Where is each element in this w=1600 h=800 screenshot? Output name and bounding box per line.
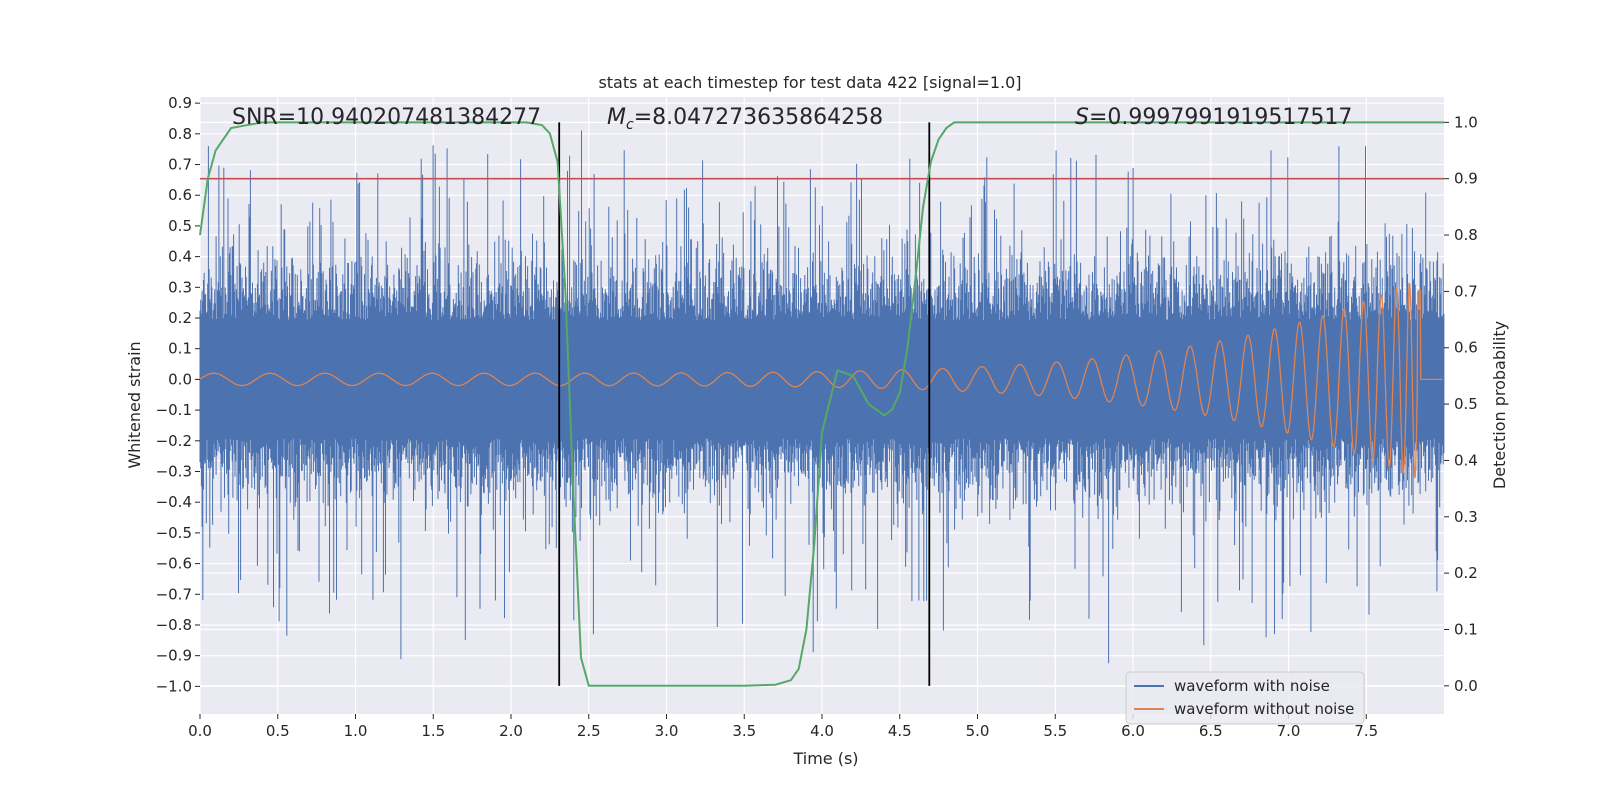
y-left-tick-label: −0.3 — [156, 462, 192, 480]
x-tick-label: 7.5 — [1354, 722, 1378, 740]
legend: waveform with noise waveform without noi… — [1125, 671, 1365, 725]
y-right-tick-label: 0.7 — [1454, 282, 1478, 300]
y-left-tick-label: 0.9 — [168, 94, 192, 112]
y-left-tick-label: −0.9 — [156, 647, 192, 665]
x-tick-label: 1.5 — [421, 722, 445, 740]
y-right-tick-label: 0.5 — [1454, 395, 1478, 413]
y-left-tick-label: −0.7 — [156, 585, 192, 603]
y-left-tick-label: 0.8 — [168, 125, 192, 143]
y-right-tick-label: 0.8 — [1454, 226, 1478, 244]
y-left-tick-label: 0.3 — [168, 278, 192, 296]
y-left-tick-label: 0.7 — [168, 156, 192, 174]
x-tick-label: 2.5 — [577, 722, 601, 740]
y-right-tick-label: 0.9 — [1454, 170, 1478, 188]
y-right-tick-label: 0.1 — [1454, 620, 1478, 638]
x-tick-label: 4.5 — [888, 722, 912, 740]
y-axis-left-label: Whitened strain — [125, 341, 144, 468]
chirp-mass-value: =8.047273635864258 — [634, 105, 883, 130]
y-left-tick-label: −0.8 — [156, 616, 192, 634]
y-left-tick-label: −0.6 — [156, 555, 192, 573]
x-axis-label: Time (s) — [792, 749, 858, 768]
s-annotation: S=0.9997991919517517 — [1075, 105, 1352, 130]
y-left-tick-label: −1.0 — [156, 677, 192, 695]
y-right-tick-label: 0.4 — [1454, 451, 1478, 469]
y-left-tick-label: 0.1 — [168, 340, 192, 358]
chirp-mass-annotation: Mc=8.047273635864258 — [607, 105, 883, 133]
s-symbol: S — [1075, 105, 1089, 130]
legend-frame — [1125, 671, 1365, 725]
x-tick-label: 0.5 — [266, 722, 290, 740]
s-value: =0.9997991919517517 — [1089, 105, 1352, 130]
y-left-tick-label: 0.2 — [168, 309, 192, 327]
axes: 0.0 0.5 1.0 1.5 2.0 2.5 3.0 3.5 4.0 4.5 5.0 5.5 6.0 6… — [156, 94, 1478, 740]
y-axis-right-label: Detection probability — [1490, 321, 1509, 489]
overlay-lines — [199, 121, 1444, 687]
y-right-tick-label: 1.0 — [1454, 113, 1478, 131]
y-left-tick-label: 0.4 — [168, 248, 192, 266]
y-right-tick-label: 0.2 — [1454, 564, 1478, 582]
y-left-tick-label: 0.6 — [168, 186, 192, 204]
snr-annotation: SNR=10.940207481384277 — [232, 105, 541, 130]
x-tick-label: 5.0 — [966, 722, 990, 740]
chirp-mass-subscript: c — [626, 117, 634, 133]
x-tick-label: 5.5 — [1043, 722, 1067, 740]
chart-title: stats at each timestep for test data 422… — [598, 73, 1021, 92]
y-left-tick-label: 0.0 — [168, 370, 192, 388]
clean-waveform-line — [199, 283, 1443, 479]
legend-label-noisy: waveform with noise — [1174, 677, 1330, 695]
y-left-tick-label: 0.5 — [168, 217, 192, 235]
y-right-tick-label: 0.6 — [1454, 339, 1478, 357]
x-tick-label: 1.0 — [344, 722, 368, 740]
y-right-tick-label: 0.0 — [1454, 677, 1478, 695]
chirp-mass-symbol: M — [607, 105, 626, 130]
y-left-tick-label: −0.2 — [156, 432, 192, 450]
x-tick-label: 4.0 — [810, 722, 834, 740]
x-tick-label: 3.0 — [655, 722, 679, 740]
series-waveform-without-noise — [199, 283, 1443, 479]
x-tick-label: 2.0 — [499, 722, 523, 740]
x-tick-label: 0.0 — [188, 722, 212, 740]
y-left-tick-label: −0.4 — [156, 493, 192, 511]
legend-label-clean: waveform without noise — [1174, 700, 1354, 718]
x-tick-label: 7.0 — [1277, 722, 1301, 740]
detection-probability-line — [199, 121, 1444, 687]
y-left-tick-label: −0.5 — [156, 524, 192, 542]
x-tick-label: 6.5 — [1199, 722, 1223, 740]
x-tick-label: 6.0 — [1121, 722, 1145, 740]
x-tick-label: 3.5 — [732, 722, 756, 740]
y-left-tick-label: −0.1 — [156, 401, 192, 419]
y-right-tick-label: 0.3 — [1454, 508, 1478, 526]
